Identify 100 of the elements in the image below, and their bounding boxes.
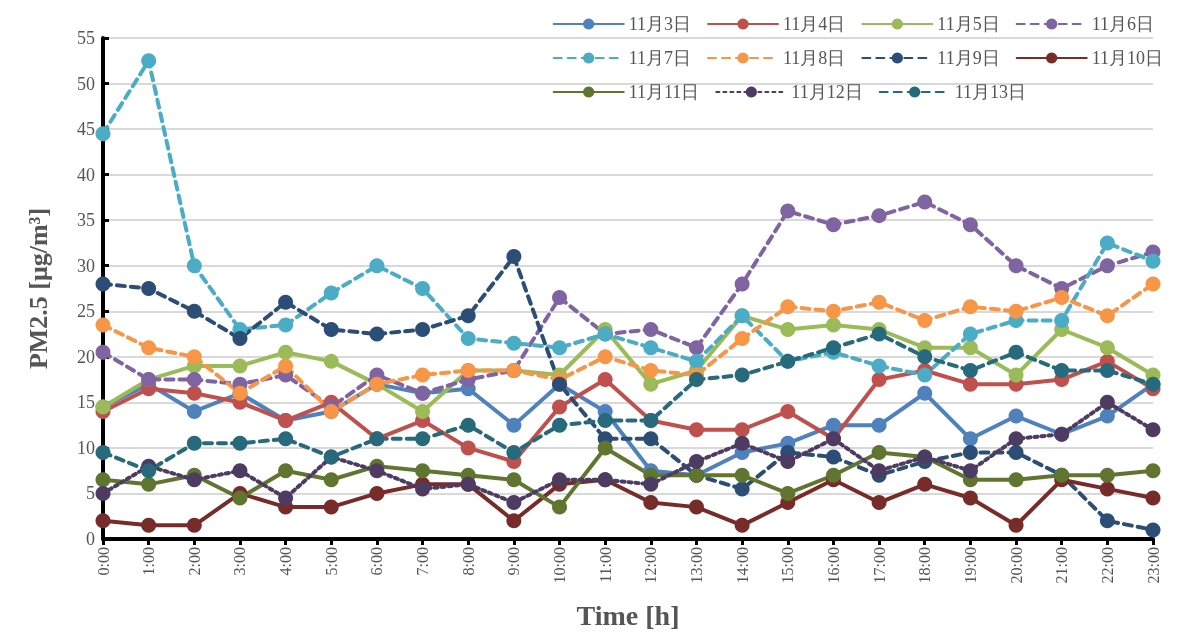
point xyxy=(415,281,431,296)
point xyxy=(825,449,841,465)
point xyxy=(962,362,978,378)
point xyxy=(780,203,796,219)
x-tick-label: 1:00 xyxy=(140,547,158,576)
point xyxy=(871,294,887,310)
point xyxy=(323,353,339,369)
point xyxy=(278,344,294,360)
y-tick-label: 20 xyxy=(77,346,95,367)
point xyxy=(597,372,613,388)
point xyxy=(643,495,659,511)
point xyxy=(917,385,933,401)
point xyxy=(871,463,887,479)
point xyxy=(962,490,978,506)
point xyxy=(643,376,659,392)
point xyxy=(552,472,568,488)
point xyxy=(1008,303,1024,319)
point xyxy=(506,513,522,529)
point xyxy=(1099,235,1115,251)
point xyxy=(962,463,978,479)
point xyxy=(1099,513,1115,529)
x-tick-label: 4:00 xyxy=(277,547,295,576)
point xyxy=(871,417,887,433)
y-tick-label: 5 xyxy=(86,483,95,504)
x-tick-label: 2:00 xyxy=(185,547,203,576)
point xyxy=(323,472,339,488)
point xyxy=(95,513,111,529)
x-tick-label: 0:00 xyxy=(94,547,112,576)
point xyxy=(1054,290,1070,306)
point xyxy=(186,517,202,533)
point xyxy=(186,349,202,365)
point xyxy=(734,435,750,451)
point xyxy=(1099,258,1115,274)
point xyxy=(552,417,568,433)
point xyxy=(1145,463,1161,479)
point xyxy=(278,463,294,479)
point xyxy=(186,303,202,319)
point xyxy=(962,431,978,447)
x-tick-label: 18:00 xyxy=(916,547,934,584)
x-tick-label: 5:00 xyxy=(322,547,340,576)
point xyxy=(1008,258,1024,274)
point xyxy=(323,499,339,515)
point xyxy=(552,499,568,515)
point xyxy=(1099,467,1115,483)
point xyxy=(1099,340,1115,356)
point xyxy=(232,331,248,347)
point xyxy=(278,490,294,506)
point xyxy=(506,495,522,511)
point xyxy=(734,481,750,497)
x-axis-title: Time [h] xyxy=(576,599,680,631)
legend-label: 11月10日 xyxy=(1091,48,1164,68)
point xyxy=(734,422,750,438)
point xyxy=(1145,422,1161,438)
point xyxy=(1008,344,1024,360)
point xyxy=(369,485,385,501)
y-tick-label: 40 xyxy=(77,164,95,185)
point xyxy=(734,467,750,483)
point xyxy=(688,422,704,438)
point xyxy=(1008,367,1024,383)
point xyxy=(917,194,933,210)
point xyxy=(1099,408,1115,424)
point xyxy=(460,417,476,433)
y-tick-label: 55 xyxy=(77,28,95,48)
x-tick-label: 19:00 xyxy=(961,547,979,584)
x-tick-label: 12:00 xyxy=(642,547,660,584)
point xyxy=(688,353,704,369)
point xyxy=(688,372,704,388)
x-tick-label: 6:00 xyxy=(368,547,386,576)
point xyxy=(871,208,887,224)
legend-label: 11月13日 xyxy=(954,82,1027,102)
point xyxy=(734,517,750,533)
point xyxy=(780,403,796,419)
point xyxy=(734,276,750,292)
point xyxy=(825,417,841,433)
point xyxy=(688,340,704,356)
point xyxy=(415,463,431,479)
legend-label: 11月6日 xyxy=(1091,14,1155,34)
point xyxy=(95,276,111,292)
point xyxy=(1099,308,1115,324)
point xyxy=(460,331,476,347)
point xyxy=(95,472,111,488)
point xyxy=(597,440,613,456)
point xyxy=(506,249,522,265)
x-tick-label: 21:00 xyxy=(1053,547,1071,584)
point xyxy=(1145,522,1161,538)
x-tick-label: 20:00 xyxy=(1007,547,1025,584)
point xyxy=(141,476,157,492)
x-tick-label: 16:00 xyxy=(824,547,842,584)
point xyxy=(552,399,568,415)
y-tick-label: 35 xyxy=(77,210,95,231)
x-tick-label: 23:00 xyxy=(1144,547,1162,584)
legend-label: 11月4日 xyxy=(783,14,846,34)
point xyxy=(917,367,933,383)
point xyxy=(278,317,294,333)
point xyxy=(141,463,157,479)
point xyxy=(506,444,522,460)
point xyxy=(460,440,476,456)
point xyxy=(1054,312,1070,328)
point xyxy=(643,321,659,337)
point xyxy=(825,317,841,333)
